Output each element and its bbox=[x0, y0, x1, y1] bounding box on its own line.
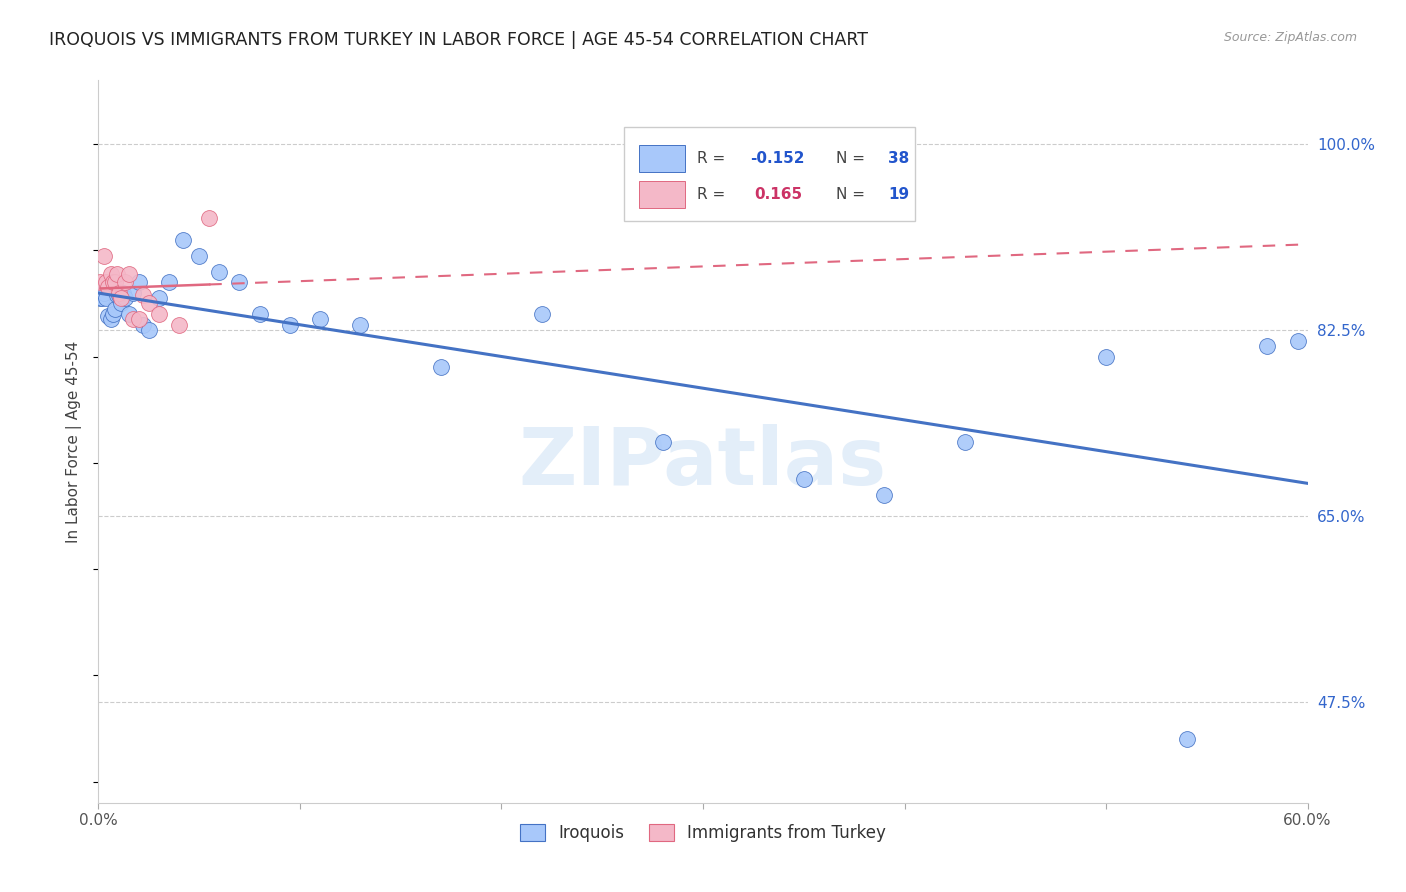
Text: 0.165: 0.165 bbox=[754, 187, 801, 202]
Text: R =: R = bbox=[697, 151, 730, 166]
Bar bbox=[638, 145, 685, 172]
Point bbox=[97, 280, 120, 294]
Point bbox=[114, 275, 136, 289]
Point bbox=[188, 249, 211, 263]
Point bbox=[228, 275, 250, 289]
Text: ZIPatlas: ZIPatlas bbox=[519, 425, 887, 502]
Text: -0.152: -0.152 bbox=[751, 151, 804, 166]
Point bbox=[138, 323, 160, 337]
Y-axis label: In Labor Force | Age 45-54: In Labor Force | Age 45-54 bbox=[66, 341, 83, 542]
Point bbox=[118, 267, 141, 281]
Point bbox=[121, 312, 143, 326]
Point bbox=[1095, 350, 1118, 364]
Point bbox=[651, 434, 673, 449]
Point bbox=[101, 307, 124, 321]
Point bbox=[138, 296, 160, 310]
Point bbox=[953, 434, 976, 449]
Point bbox=[132, 288, 155, 302]
Legend: Iroquois, Immigrants from Turkey: Iroquois, Immigrants from Turkey bbox=[513, 817, 893, 848]
Point bbox=[110, 291, 132, 305]
Point bbox=[110, 296, 132, 310]
Bar bbox=[638, 181, 685, 208]
Point bbox=[157, 275, 180, 289]
Point bbox=[208, 264, 231, 278]
Point bbox=[167, 318, 190, 332]
Point bbox=[349, 318, 371, 332]
Point bbox=[91, 291, 114, 305]
Point bbox=[103, 275, 125, 289]
Point bbox=[107, 285, 129, 300]
Point bbox=[148, 307, 170, 321]
Point bbox=[96, 275, 118, 289]
Point bbox=[105, 267, 128, 281]
Point bbox=[278, 318, 301, 332]
Point bbox=[100, 267, 122, 281]
Text: 19: 19 bbox=[889, 187, 910, 202]
Point bbox=[105, 288, 128, 302]
Text: 38: 38 bbox=[889, 151, 910, 166]
Point bbox=[121, 285, 143, 300]
Point bbox=[111, 285, 134, 300]
Point bbox=[128, 312, 150, 326]
Point bbox=[93, 285, 115, 300]
Point bbox=[107, 288, 129, 302]
Text: N =: N = bbox=[837, 187, 870, 202]
Point bbox=[97, 309, 120, 323]
Point bbox=[89, 275, 111, 289]
Point bbox=[148, 291, 170, 305]
Point bbox=[100, 312, 122, 326]
Point bbox=[530, 307, 553, 321]
Point bbox=[101, 275, 124, 289]
Point bbox=[1286, 334, 1309, 348]
FancyBboxPatch shape bbox=[624, 128, 915, 221]
Point bbox=[249, 307, 271, 321]
Point bbox=[96, 291, 118, 305]
Point bbox=[103, 301, 125, 316]
Point bbox=[114, 291, 136, 305]
Point bbox=[873, 488, 896, 502]
Point bbox=[198, 211, 221, 226]
Point bbox=[128, 275, 150, 289]
Point bbox=[132, 318, 155, 332]
Point bbox=[93, 249, 115, 263]
Point bbox=[793, 472, 815, 486]
Point bbox=[89, 291, 111, 305]
Point bbox=[430, 360, 453, 375]
Point bbox=[1175, 732, 1198, 747]
Text: Source: ZipAtlas.com: Source: ZipAtlas.com bbox=[1223, 31, 1357, 45]
Point bbox=[172, 233, 194, 247]
Text: N =: N = bbox=[837, 151, 870, 166]
Point bbox=[309, 312, 332, 326]
Text: R =: R = bbox=[697, 187, 735, 202]
Point bbox=[118, 307, 141, 321]
Point bbox=[1256, 339, 1278, 353]
Text: IROQUOIS VS IMMIGRANTS FROM TURKEY IN LABOR FORCE | AGE 45-54 CORRELATION CHART: IROQUOIS VS IMMIGRANTS FROM TURKEY IN LA… bbox=[49, 31, 869, 49]
